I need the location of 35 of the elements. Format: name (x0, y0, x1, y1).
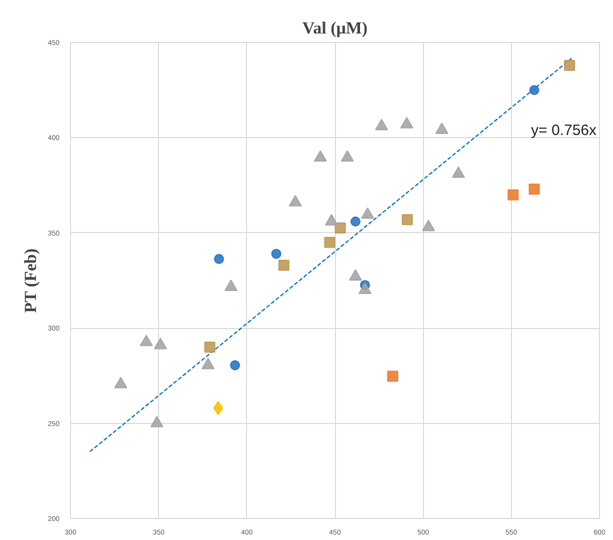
point (529, 85, 540, 96)
point (114, 376, 128, 388)
point (508, 189, 519, 200)
point (402, 214, 413, 226)
point (214, 254, 224, 264)
point (375, 118, 388, 130)
point (435, 122, 448, 134)
annotation: y= 0.756x (531, 122, 597, 139)
point (348, 269, 362, 281)
point (340, 150, 354, 162)
point (361, 207, 374, 219)
y-axis-title: PT (Feb) (20, 248, 40, 313)
point (350, 216, 360, 226)
point (202, 358, 215, 370)
point (154, 338, 167, 350)
point (314, 150, 327, 162)
point (324, 236, 336, 248)
chart-title: Val (μM) (302, 18, 368, 38)
point (528, 184, 540, 195)
point (564, 60, 576, 71)
point (271, 248, 282, 259)
point (150, 416, 164, 428)
point (422, 220, 435, 232)
point (140, 334, 153, 346)
point (358, 282, 372, 294)
point (224, 280, 238, 291)
point (230, 360, 240, 370)
point (334, 222, 346, 234)
point (324, 214, 338, 226)
point (400, 116, 414, 128)
point (204, 342, 216, 353)
point (288, 195, 302, 206)
point (387, 370, 398, 382)
point (278, 260, 290, 271)
point (452, 166, 465, 178)
